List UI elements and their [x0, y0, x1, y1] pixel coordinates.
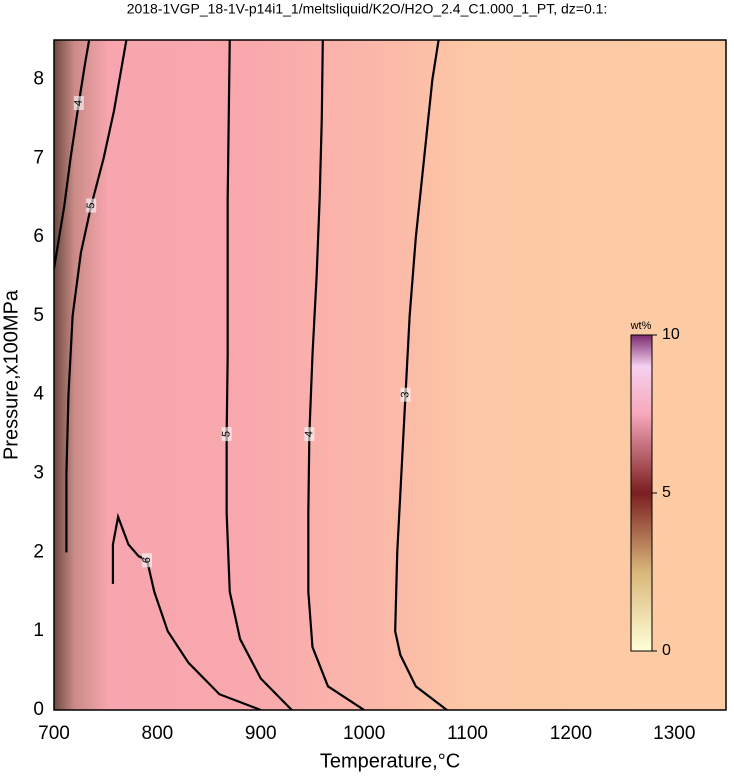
contour-label-bg — [142, 553, 153, 568]
y-tick-label: 8 — [33, 68, 44, 89]
colorbar-ticks: 0 5 10 — [652, 326, 680, 659]
y-tick-label: 4 — [33, 384, 44, 405]
contour-label: 4 — [72, 99, 84, 106]
y-tick-label: 6 — [33, 226, 44, 247]
y-tick-label: 1 — [33, 620, 44, 641]
colorbar — [630, 334, 653, 652]
x-tick-label: 700 — [38, 723, 70, 744]
y-tick-label: 3 — [33, 463, 44, 484]
plot-frame — [53, 39, 727, 711]
contour-label: 4 — [303, 431, 315, 438]
y-axis-label: Pressure,x100MPa — [0, 289, 22, 460]
colorbar-tick-label: 10 — [662, 326, 680, 343]
contour-line — [65, 40, 128, 553]
contour-line — [54, 40, 91, 269]
contours: 3 4 5 6 5 4 — [54, 40, 448, 710]
contour-label-bg — [400, 387, 411, 402]
contour-label-bg — [86, 198, 97, 213]
contour-label-bg — [73, 96, 84, 111]
y-tick-label: 5 — [33, 305, 44, 326]
contour-label-bg — [221, 427, 232, 442]
contour-label: 5 — [85, 202, 97, 209]
y-tick-label: 2 — [33, 541, 44, 562]
colorbar-tick-label: 0 — [662, 642, 671, 659]
x-tick-label: 1000 — [343, 723, 385, 744]
x-tick-label: 900 — [245, 723, 277, 744]
contour-label: 5 — [220, 431, 232, 438]
x-axis-label: Temperature,°C — [320, 750, 460, 772]
colorbar-label: wt% — [630, 320, 652, 332]
x-tick-label: 800 — [142, 723, 174, 744]
x-tick-label: 1300 — [653, 723, 695, 744]
x-tick-label: 1100 — [447, 723, 488, 744]
y-tick-label: 7 — [33, 147, 44, 168]
chart-title: 2018-1VGP_18-1V-p14i1_1/meltsliquid/K2O/… — [127, 1, 608, 17]
contour-label: 6 — [141, 557, 153, 564]
plot-background — [54, 40, 726, 710]
contour-label: 3 — [399, 391, 411, 398]
contour-label-bg — [304, 427, 315, 442]
colorbar-tick-label: 5 — [662, 484, 671, 501]
y-tick-label: 0 — [33, 699, 44, 720]
axes: 700 800 900 1000 1100 1200 1300 0 1 2 3 4 5 6 7 8 — [33, 68, 695, 744]
x-tick-label: 1200 — [550, 723, 592, 744]
